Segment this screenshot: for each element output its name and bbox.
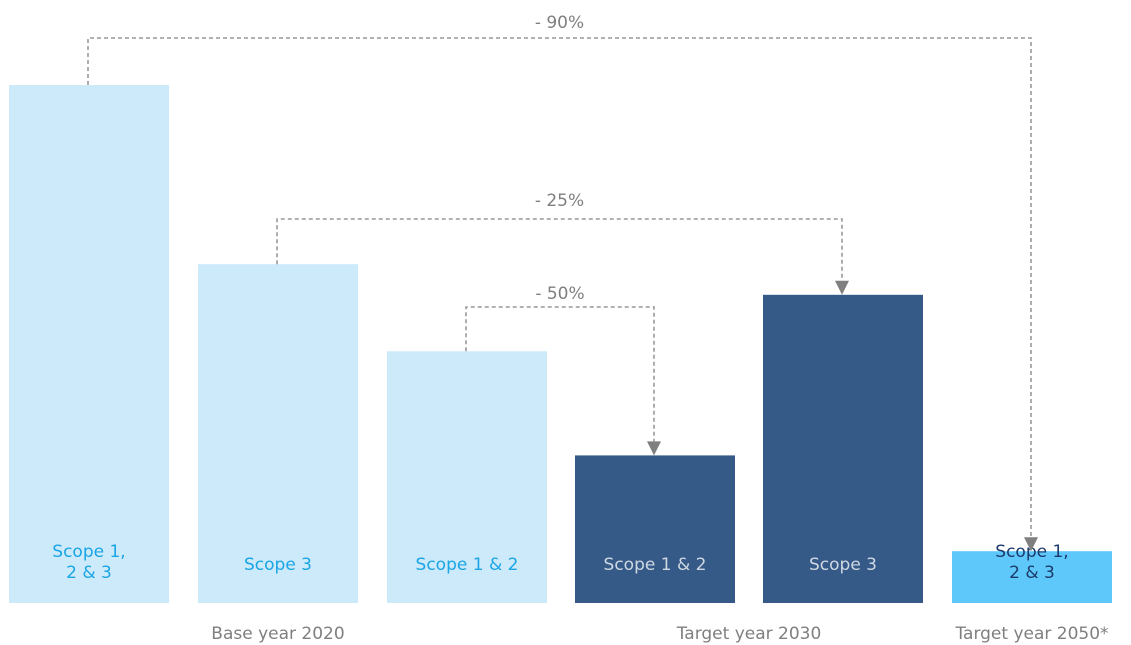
reduction-label-1: - 90% (535, 13, 584, 33)
bar-6-label: Scope 1, (995, 542, 1068, 562)
bar-2-label: Scope 3 (244, 555, 312, 575)
reduction-connector-2 (276, 218, 843, 281)
bar-4-label: Scope 1 & 2 (604, 555, 707, 575)
bar-1-label: Scope 1, (52, 542, 125, 562)
group-label-2: Target year 2030 (676, 624, 822, 644)
bar-6 (952, 551, 1112, 603)
bar-3-label: Scope 1 & 2 (416, 555, 519, 575)
bar-1 (9, 85, 169, 603)
bar-5-label: Scope 3 (809, 555, 877, 575)
bar-2 (198, 264, 358, 603)
group-label-3: Target year 2050* (954, 624, 1108, 644)
arrow-down-icon (1024, 537, 1038, 552)
reduction-connector-3 (465, 306, 655, 442)
arrow-down-icon (835, 280, 849, 295)
bar-6-label: 2 & 3 (1009, 563, 1055, 583)
arrow-down-icon (647, 441, 661, 456)
group-label-1: Base year 2020 (211, 624, 344, 644)
reduction-label-3: - 50% (535, 284, 584, 304)
bar-1-label: 2 & 3 (66, 563, 112, 583)
bar-5 (763, 294, 923, 603)
reduction-connector-1 (87, 37, 1032, 538)
reduction-label-2: - 25% (535, 191, 584, 211)
bar-3 (387, 351, 547, 603)
bar-4 (575, 455, 735, 603)
